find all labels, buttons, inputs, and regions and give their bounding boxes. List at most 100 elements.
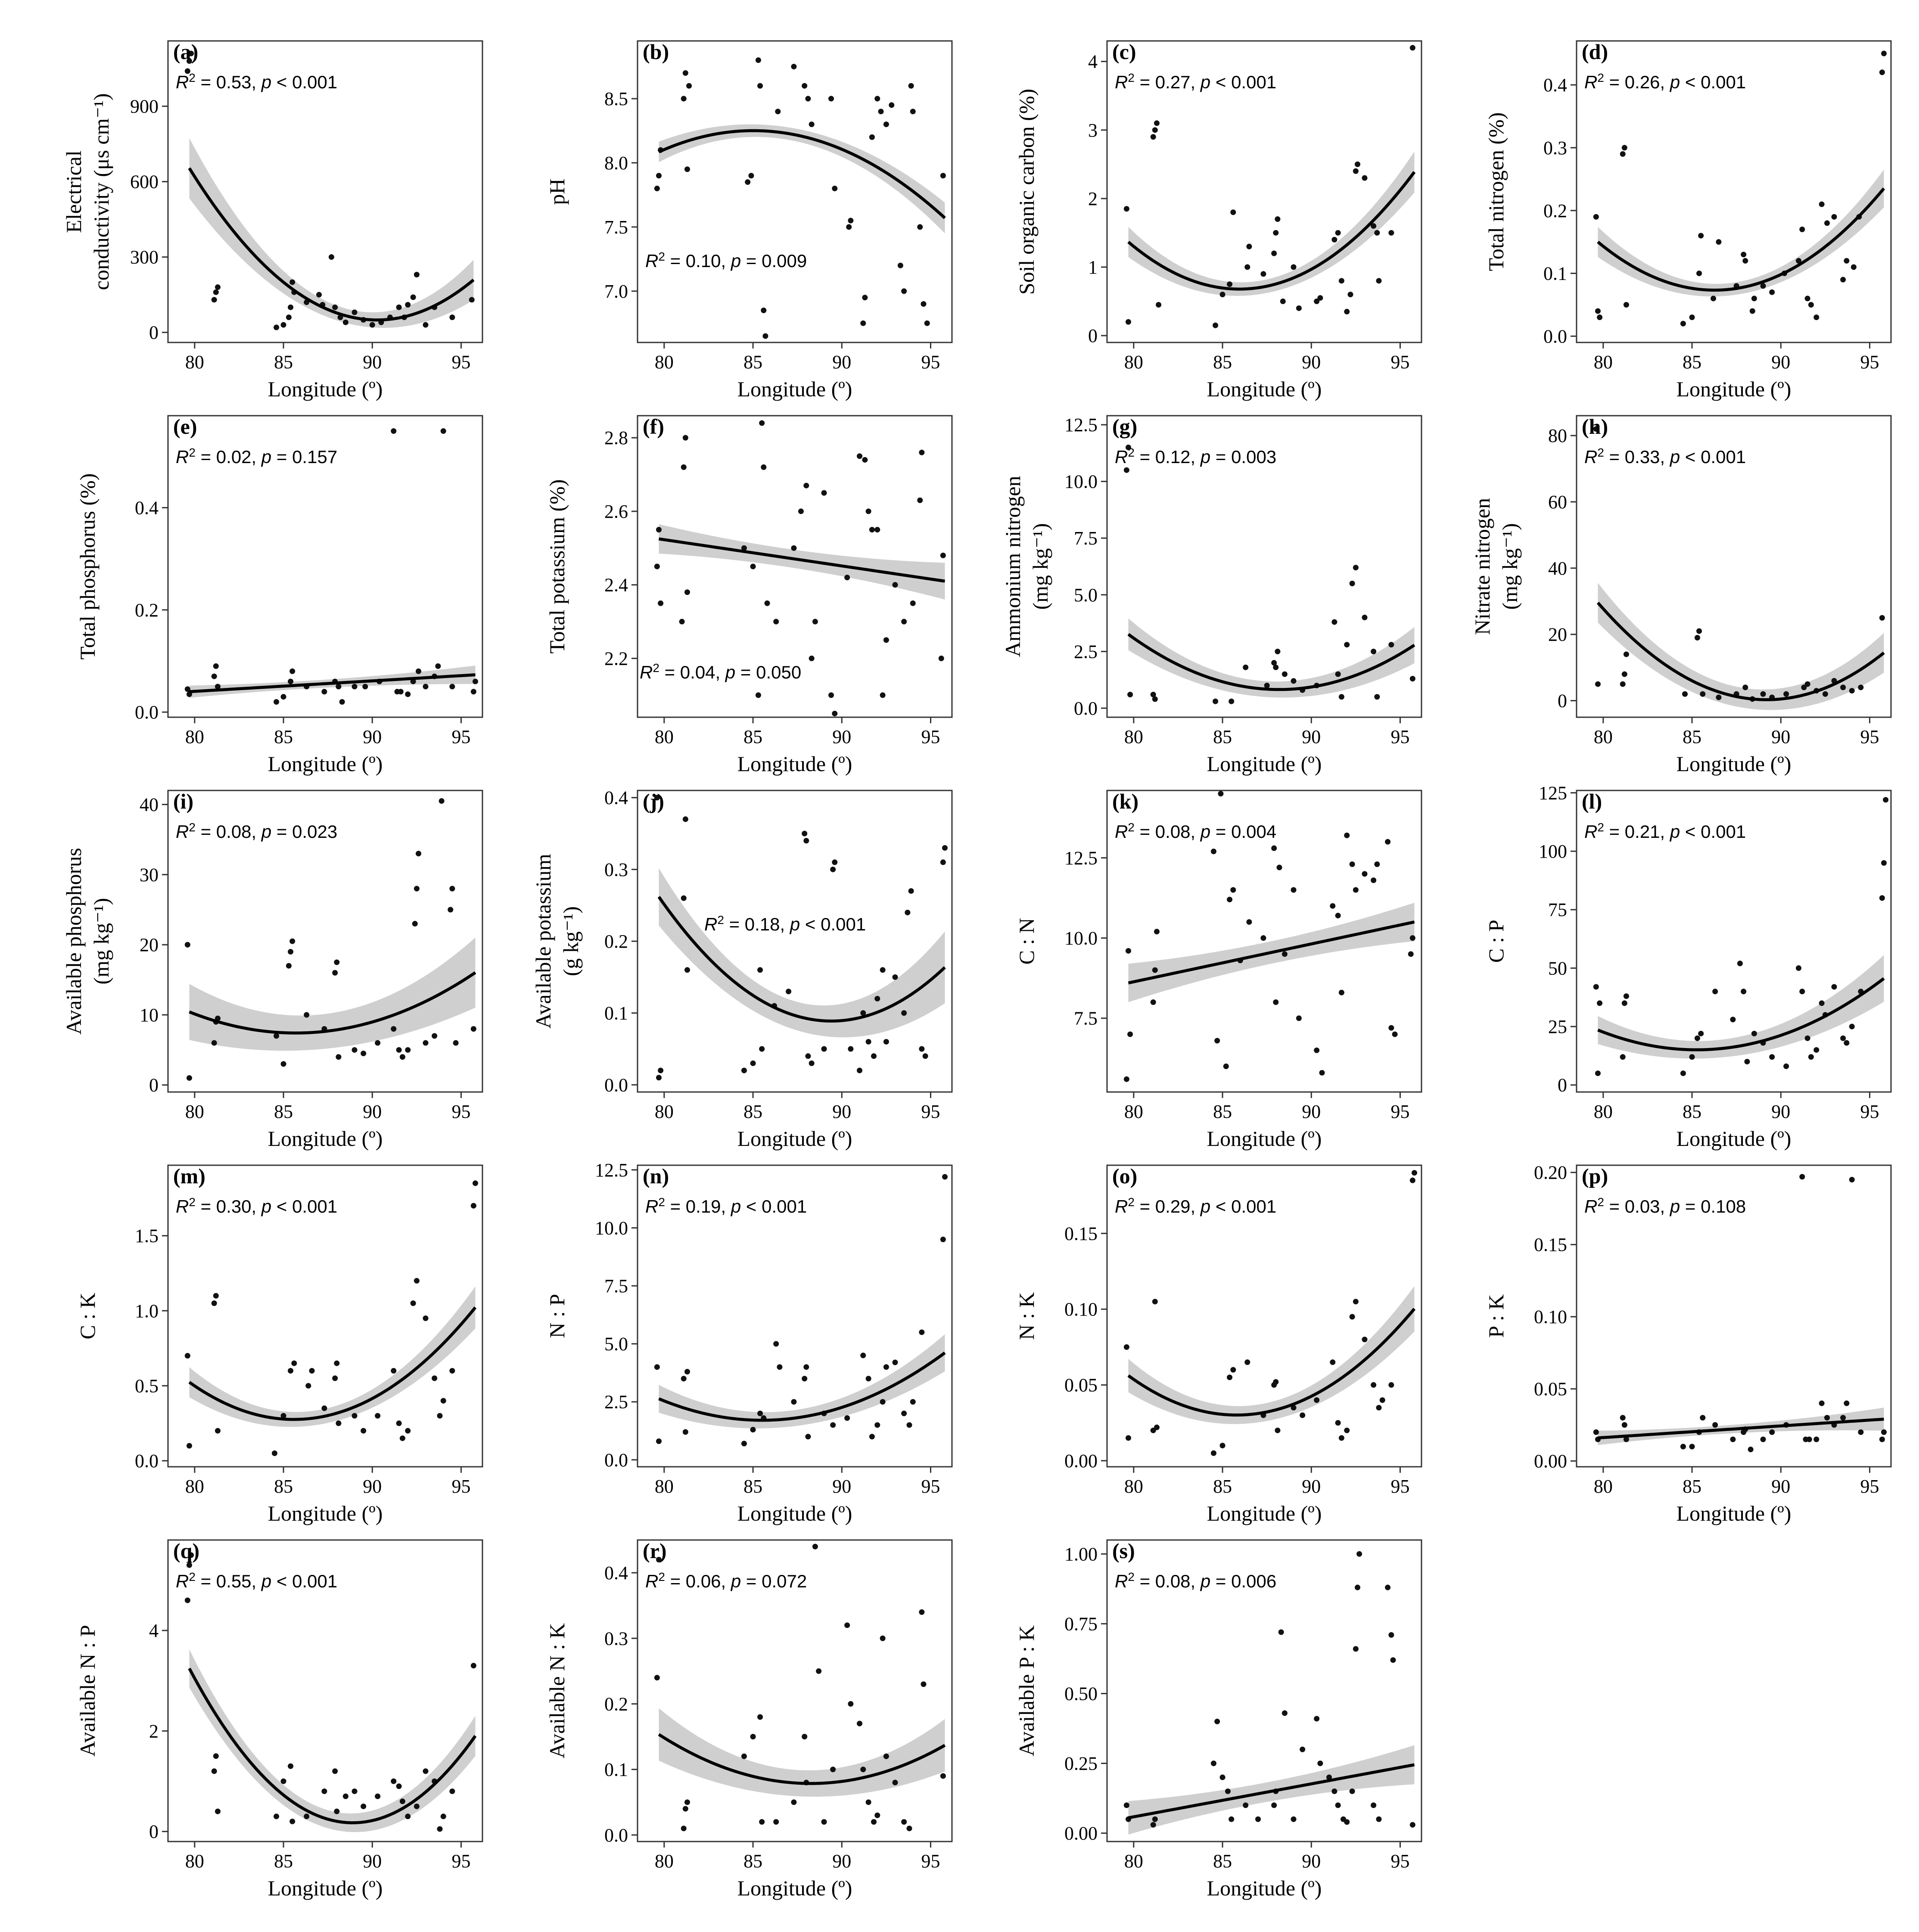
- data-point: [940, 1236, 946, 1242]
- plot-frame: [637, 415, 953, 718]
- fit-line: [1597, 187, 1885, 292]
- data-point: [910, 600, 916, 606]
- x-tick-label: 95: [452, 1101, 471, 1122]
- data-point: [332, 970, 338, 976]
- panel-tag: (e): [173, 414, 197, 439]
- data-point: [1123, 1076, 1129, 1082]
- data-point: [1300, 1412, 1306, 1418]
- data-point: [684, 166, 690, 172]
- data-point: [334, 1360, 340, 1366]
- data-point: [883, 1364, 889, 1370]
- data-point: [351, 309, 358, 315]
- data-point: [473, 1180, 479, 1186]
- data-point: [656, 173, 662, 179]
- data-point: [791, 64, 797, 70]
- data-point: [336, 684, 342, 690]
- data-point: [1291, 678, 1297, 684]
- data-point: [316, 292, 322, 298]
- data-point: [1689, 314, 1695, 320]
- data-point: [215, 1428, 221, 1434]
- data-point: [1388, 1632, 1394, 1638]
- data-point: [1300, 1746, 1306, 1752]
- data-point: [1330, 1359, 1336, 1365]
- x-tick-label: 95: [1391, 726, 1410, 747]
- data-point: [1123, 1344, 1129, 1350]
- data-point: [1335, 1802, 1341, 1808]
- data-point: [844, 1415, 850, 1421]
- data-point: [892, 1780, 898, 1786]
- y-tick-label: 10.0: [1064, 928, 1098, 949]
- data-point: [759, 420, 765, 426]
- data-point: [1271, 845, 1277, 851]
- data-point: [1338, 1435, 1344, 1441]
- data-point: [1696, 271, 1702, 277]
- x-tick-label: 85: [274, 352, 293, 373]
- data-point: [1260, 271, 1266, 277]
- regression-stats: R2 = 0.08, p = 0.006: [1115, 1570, 1276, 1592]
- data-point: [816, 1668, 822, 1674]
- data-point: [399, 1798, 405, 1804]
- data-point: [1314, 1397, 1320, 1403]
- data-point: [679, 619, 685, 625]
- data-point: [1125, 445, 1131, 451]
- data-point: [791, 1399, 797, 1405]
- data-point: [274, 699, 280, 705]
- data-point: [803, 838, 809, 844]
- data-point: [750, 1734, 756, 1740]
- data-point: [1593, 984, 1599, 990]
- data-point: [271, 1450, 277, 1456]
- data-point: [1362, 614, 1368, 620]
- panel-j: 80 85 90 95 0.0 0.1 0.2 0.3 0.4 Longitude (º) Avai…: [531, 787, 953, 1151]
- data-point: [1749, 308, 1755, 314]
- data-point: [1371, 1802, 1377, 1808]
- confidence-band: [1598, 583, 1884, 710]
- data-point: [1244, 1359, 1250, 1365]
- data-point: [1349, 1788, 1355, 1794]
- data-point: [654, 795, 660, 801]
- data-point: [369, 322, 375, 328]
- data-point: [917, 224, 923, 230]
- fit-line: [658, 1733, 946, 1785]
- data-point: [1355, 161, 1361, 167]
- data-point: [440, 428, 446, 434]
- data-point: [828, 96, 834, 102]
- x-tick-label: 80: [185, 1101, 204, 1122]
- data-point: [410, 1300, 416, 1306]
- fit-line: [189, 673, 476, 694]
- data-point: [1353, 565, 1359, 571]
- panel-r: 80 85 90 95 0.0 0.1 0.2 0.3 0.4 Longitude (º) Avai…: [545, 1539, 953, 1900]
- data-point: [1362, 175, 1368, 181]
- x-tick-label: 90: [363, 352, 382, 373]
- x-axis-title: Longitude (º): [1207, 1501, 1322, 1525]
- x-tick-label: 85: [1683, 352, 1701, 373]
- y-axis-title: C : P: [1484, 920, 1508, 963]
- data-point: [844, 575, 850, 581]
- x-axis-title: Longitude (º): [1676, 1501, 1791, 1525]
- fit-line: [1128, 1763, 1415, 1820]
- panel-tag: (h): [1582, 414, 1608, 439]
- x-axis-title: Longitude (º): [268, 377, 383, 401]
- y-tick-label: 75: [1548, 899, 1567, 921]
- data-point: [1680, 1444, 1686, 1450]
- x-tick-label: 95: [921, 1101, 940, 1122]
- data-point: [741, 1067, 747, 1073]
- x-tick-label: 85: [1213, 1851, 1232, 1872]
- data-point: [391, 428, 397, 434]
- x-axis-title: Longitude (º): [1207, 752, 1322, 776]
- data-point: [883, 1039, 889, 1045]
- panel-tag: (o): [1112, 1164, 1137, 1188]
- data-point: [1273, 230, 1279, 236]
- y-tick-label: 2.5: [604, 1391, 628, 1412]
- data-point: [1879, 1436, 1885, 1442]
- data-point: [184, 1597, 190, 1603]
- data-point: [215, 1808, 221, 1814]
- data-point: [755, 57, 761, 63]
- data-point: [1331, 1788, 1337, 1794]
- data-point: [901, 619, 907, 625]
- x-tick-label: 85: [1683, 1101, 1701, 1122]
- panel-tag: (l): [1582, 789, 1602, 813]
- y-tick-label: 0: [149, 322, 159, 343]
- data-point: [342, 1793, 348, 1799]
- y-tick-label: 0.25: [1064, 1753, 1098, 1774]
- data-point: [1621, 1422, 1627, 1428]
